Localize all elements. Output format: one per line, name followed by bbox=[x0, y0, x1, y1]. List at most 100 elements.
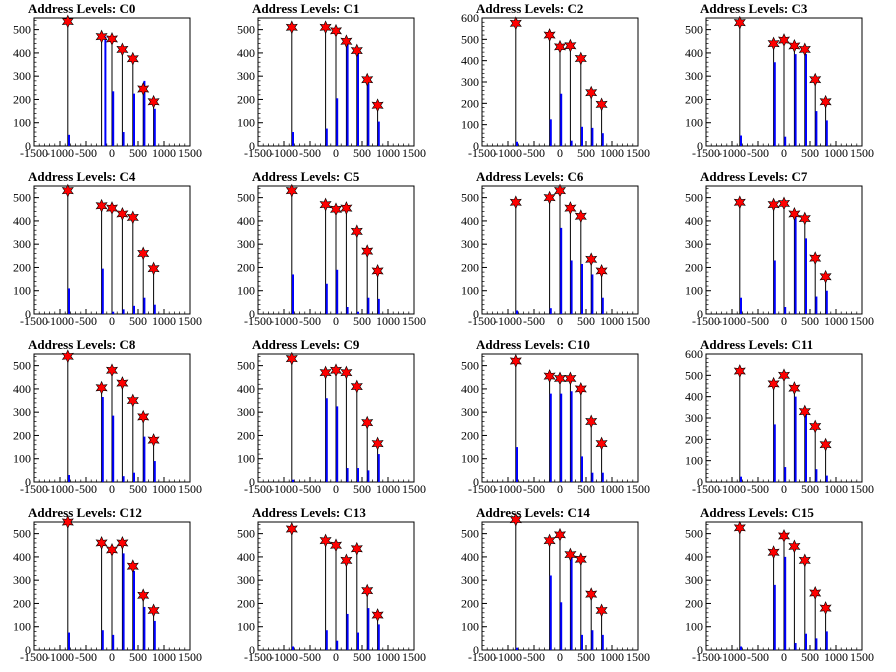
y-tick-label: 100 bbox=[461, 620, 479, 634]
x-tick-label: 1500 bbox=[178, 482, 202, 496]
peak-marker bbox=[819, 94, 832, 109]
chart-panel-10: Address Levels: C10 0 100 200 300 400 500 -1500… bbox=[448, 336, 672, 504]
peak-marker bbox=[798, 211, 811, 226]
y-tick-label: 0 bbox=[249, 139, 255, 153]
y-tick-label: 200 bbox=[685, 92, 703, 106]
chart-title: Address Levels: C10 bbox=[476, 337, 590, 352]
y-tick-label: 400 bbox=[13, 214, 31, 228]
x-tick-label: 500 bbox=[129, 650, 147, 664]
y-tick-label: 100 bbox=[685, 454, 703, 468]
y-tick-label: 200 bbox=[237, 428, 255, 442]
chart-title: Address Levels: C2 bbox=[476, 1, 583, 16]
chart-panel-12: Address Levels: C12 0 100 200 300 400 500 -1500… bbox=[0, 504, 224, 672]
x-tick-label: 1000 bbox=[600, 482, 624, 496]
peak-marker bbox=[509, 512, 522, 527]
x-tick-label: 1500 bbox=[850, 314, 874, 328]
x-tick-label: -500 bbox=[523, 482, 545, 496]
y-tick-label: 0 bbox=[473, 643, 479, 657]
chart-svg: Address Levels: C80100200300400500-1500-… bbox=[13, 337, 202, 496]
x-tick-label: 0 bbox=[557, 650, 563, 664]
x-tick-label: 1000 bbox=[152, 650, 176, 664]
peak-marker bbox=[553, 39, 567, 54]
peak-marker bbox=[733, 195, 746, 210]
chart-panel-9: Address Levels: C9 0 100 200 300 400 500 -1500-… bbox=[224, 336, 448, 504]
y-tick-label: 0 bbox=[25, 307, 31, 321]
chart-panel-4: Address Levels: C4 0 100 200 300 400 500 -1500-… bbox=[0, 168, 224, 336]
peak-marker bbox=[585, 587, 598, 602]
x-tick-label: -1500 bbox=[20, 482, 48, 496]
x-tick-label: -500 bbox=[747, 314, 769, 328]
peak-marker bbox=[329, 202, 343, 217]
x-tick-label: -1000 bbox=[494, 650, 522, 664]
peak-marker bbox=[116, 536, 129, 550]
x-tick-label: 1500 bbox=[850, 146, 874, 160]
x-tick-label: -1000 bbox=[270, 146, 298, 160]
peak-marker bbox=[340, 553, 353, 568]
x-tick-label: 1500 bbox=[178, 650, 202, 664]
x-tick-label: 1500 bbox=[402, 482, 426, 496]
x-tick-label: -1000 bbox=[270, 482, 298, 496]
y-tick-label: 100 bbox=[237, 284, 255, 298]
x-tick-label: -500 bbox=[75, 482, 97, 496]
chart-svg: Address Levels: C2 0 100 200 300 400 500 600 -15… bbox=[461, 1, 650, 160]
peak-marker bbox=[61, 14, 74, 29]
y-tick-label: 400 bbox=[461, 382, 479, 396]
peak-marker bbox=[137, 409, 150, 424]
chart-panel-2: Address Levels: C2 0 100 200 300 400 500 600 -15… bbox=[448, 0, 672, 168]
x-tick-label: 1000 bbox=[376, 482, 400, 496]
chart-panel-6: Address Levels: C6 0 100 200 300 400 500 -1500-… bbox=[448, 168, 672, 336]
chart-title: Address Levels: C7 bbox=[700, 169, 808, 184]
peak-marker bbox=[371, 98, 384, 113]
peak-marker bbox=[788, 539, 801, 554]
x-tick-label: 500 bbox=[129, 314, 147, 328]
peak-marker bbox=[509, 354, 522, 368]
chart-title: Address Levels: C5 bbox=[252, 169, 360, 184]
peak-marker bbox=[116, 376, 129, 391]
y-tick-label: 0 bbox=[25, 139, 31, 153]
peak-marker bbox=[105, 542, 119, 557]
peak-marker bbox=[733, 15, 746, 30]
x-tick-label: 0 bbox=[781, 482, 787, 496]
y-tick-label: 400 bbox=[461, 550, 479, 564]
y-tick-label: 500 bbox=[237, 527, 255, 541]
peak-marker bbox=[371, 264, 384, 278]
peak-marker bbox=[361, 583, 374, 598]
x-tick-label: -1000 bbox=[494, 482, 522, 496]
x-tick-label: -1000 bbox=[718, 650, 746, 664]
y-tick-label: 100 bbox=[13, 284, 31, 298]
x-tick-label: -1500 bbox=[692, 146, 720, 160]
x-tick-label: 1000 bbox=[824, 146, 848, 160]
y-tick-label: 500 bbox=[461, 32, 479, 46]
y-tick-label: 100 bbox=[237, 620, 255, 634]
x-tick-label: -1500 bbox=[244, 482, 272, 496]
y-tick-label: 400 bbox=[685, 550, 703, 564]
chart-panel-14: Address Levels: C14 0 100 200 300 400 500 -1500… bbox=[448, 504, 672, 672]
peak-marker bbox=[329, 363, 343, 378]
peak-marker bbox=[595, 264, 608, 278]
peak-marker bbox=[777, 33, 791, 48]
chart-svg: Address Levels: C70100200300400500-1500-… bbox=[685, 169, 874, 328]
peak-marker bbox=[126, 210, 139, 225]
y-tick-label: 0 bbox=[249, 475, 255, 489]
peak-marker bbox=[595, 436, 608, 451]
y-tick-label: 400 bbox=[685, 390, 703, 404]
x-tick-label: -1000 bbox=[494, 314, 522, 328]
x-tick-label: -1000 bbox=[46, 482, 74, 496]
x-tick-label: 1500 bbox=[402, 650, 426, 664]
x-tick-label: 1500 bbox=[178, 146, 202, 160]
y-tick-label: 100 bbox=[685, 620, 703, 634]
peak-marker bbox=[329, 538, 343, 553]
y-tick-label: 100 bbox=[685, 116, 703, 130]
peak-marker bbox=[350, 379, 363, 394]
y-tick-label: 200 bbox=[685, 260, 703, 274]
y-tick-label: 200 bbox=[461, 428, 479, 442]
chart-title: Address Levels: C9 bbox=[252, 337, 360, 352]
x-tick-label: 1000 bbox=[600, 650, 624, 664]
y-tick-label: 500 bbox=[685, 191, 703, 205]
x-tick-label: 0 bbox=[109, 314, 115, 328]
chart-panel-15: Address Levels: C15 0 100 200 300 400 500 -1500… bbox=[672, 504, 896, 672]
chart-panel-3: Address Levels: C3 0 100 200 300 400 500 -1500-… bbox=[672, 0, 896, 168]
y-tick-label: 500 bbox=[685, 368, 703, 382]
x-tick-label: 500 bbox=[353, 482, 371, 496]
y-tick-label: 400 bbox=[685, 46, 703, 60]
